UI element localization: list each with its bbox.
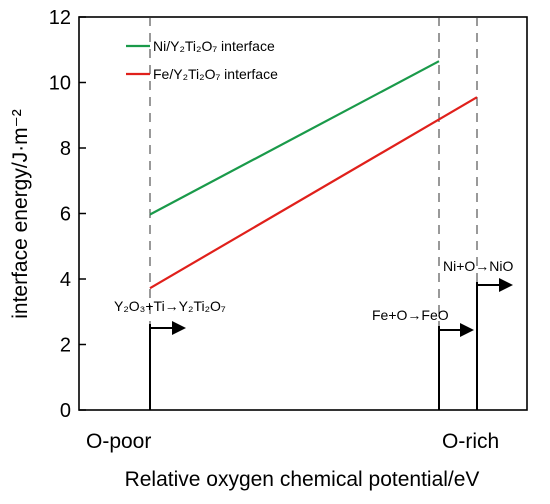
annotation-label-nio: Ni+O→NiO xyxy=(443,258,514,274)
y-axis-label: interface energy/J·m⁻² xyxy=(9,109,32,319)
x-category-o-poor: O-poor xyxy=(86,430,151,453)
arrowhead-feo xyxy=(460,323,474,337)
y-tick-label: 10 xyxy=(49,73,71,95)
y-tick-label: 4 xyxy=(60,269,71,291)
y-tick-label: 8 xyxy=(60,138,71,160)
annotation-feo: Fe+O→FeO xyxy=(372,307,474,410)
annotation-nio: Ni+O→NiO xyxy=(443,258,514,410)
series-line-0 xyxy=(149,60,440,216)
arrowhead-o-poor xyxy=(172,321,186,335)
legend: Ni/Y₂Ti₂O₇ interface Fe/Y₂Ti₂O₇ interfac… xyxy=(126,38,278,82)
legend-label-fe: Fe/Y₂Ti₂O₇ interface xyxy=(153,66,278,82)
annotation-o-poor: Y₂O₃+Ti→Y₂Ti₂O₇ xyxy=(114,298,226,410)
y-tick-label: 2 xyxy=(60,335,71,357)
y-tick-label: 0 xyxy=(60,400,71,422)
y-tick-label: 12 xyxy=(49,7,71,29)
x-axis-label: Relative oxygen chemical potential/eV xyxy=(125,468,480,491)
arrowhead-nio xyxy=(499,278,513,292)
legend-label-ni: Ni/Y₂Ti₂O₇ interface xyxy=(153,38,275,54)
series-line-1 xyxy=(149,96,478,290)
annotation-label-feo: Fe+O→FeO xyxy=(372,307,449,323)
series-layer xyxy=(149,60,478,290)
x-category-o-rich: O-rich xyxy=(442,430,499,453)
plot-frame xyxy=(78,16,528,411)
annotation-label-o-poor: Y₂O₃+Ti→Y₂Ti₂O₇ xyxy=(114,298,226,314)
y-tick-label: 6 xyxy=(60,204,71,226)
y-axis-ticks: 0 2 4 6 8 10 12 xyxy=(49,7,86,422)
